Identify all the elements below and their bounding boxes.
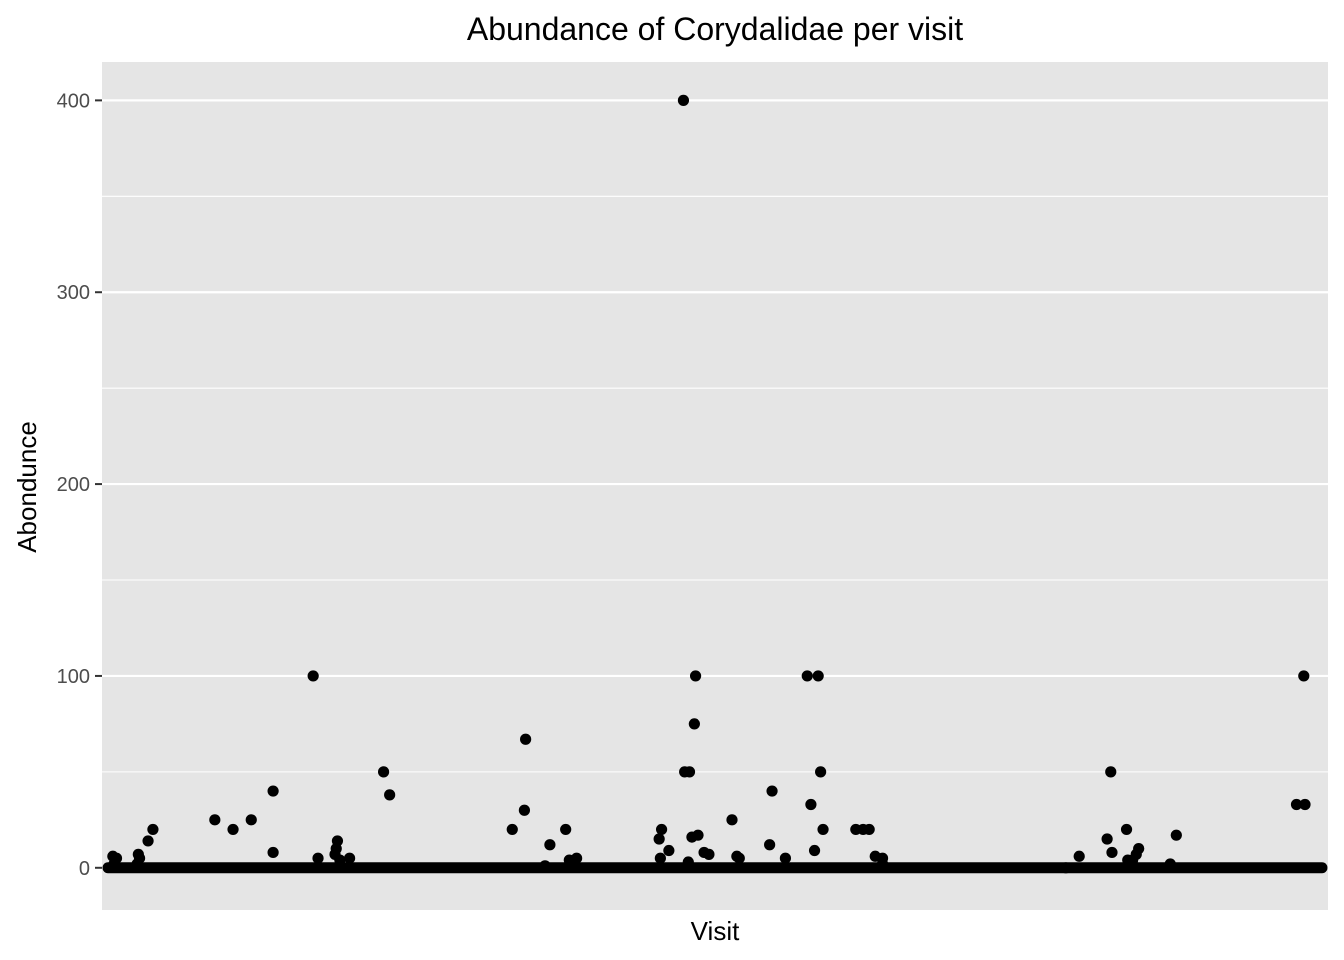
data-point [1164, 858, 1176, 870]
data-point [1073, 850, 1085, 862]
data-point [817, 823, 829, 836]
data-point [689, 670, 702, 682]
data-point [147, 823, 159, 836]
data-point [520, 733, 532, 745]
data-point [245, 814, 257, 826]
data-point [131, 858, 143, 870]
data-point [506, 823, 518, 836]
data-point [1170, 829, 1182, 841]
data-point [1298, 670, 1310, 682]
data-point [544, 839, 556, 851]
data-point [815, 766, 827, 778]
y-tick-label: 200 [57, 474, 90, 496]
data-point [779, 852, 792, 864]
data-point [764, 839, 776, 851]
plot-panel [102, 62, 1328, 910]
data-point [1101, 833, 1113, 845]
data-point [654, 852, 666, 864]
data-point [677, 94, 690, 106]
y-axis-tick-labels: 0 100 200 300 400 [57, 90, 90, 879]
data-point [1133, 843, 1145, 855]
data-point [863, 823, 875, 836]
data-point [267, 846, 279, 859]
data-point [876, 858, 889, 870]
data-point [571, 852, 583, 864]
y-tick-label: 400 [57, 90, 90, 112]
data-point [1299, 798, 1311, 811]
data-point [653, 833, 665, 845]
data-point [267, 785, 279, 797]
grid-minor-lines [102, 195, 1328, 773]
data-point [688, 718, 700, 730]
y-axis-ticks [95, 99, 102, 869]
y-tick-label: 100 [57, 666, 90, 688]
y-tick-label: 300 [57, 282, 90, 304]
data-point [805, 798, 817, 811]
data-point [733, 852, 745, 864]
data-point [801, 670, 813, 682]
chart-title: Abundance of Corydalidae per visit [467, 11, 963, 47]
data-point [142, 835, 154, 847]
data-point [663, 844, 675, 857]
data-point [209, 814, 221, 826]
data-point [808, 844, 821, 857]
data-point [683, 766, 696, 778]
data-point [560, 823, 572, 836]
data-point [682, 856, 694, 868]
data-point [1290, 798, 1303, 811]
data-point [703, 848, 715, 860]
data-points [107, 94, 1311, 874]
data-point [227, 823, 239, 836]
data-point [1120, 823, 1133, 836]
data-point [108, 858, 120, 870]
data-point [812, 670, 824, 682]
x-axis-label: Visit [691, 916, 740, 946]
data-point [655, 823, 668, 836]
data-point [334, 854, 346, 866]
y-axis-label: Abondunce [12, 421, 42, 553]
data-point [692, 829, 704, 841]
data-point [343, 852, 356, 864]
y-tick-label: 0 [79, 858, 90, 880]
data-point [518, 804, 531, 816]
data-point [1060, 862, 1072, 874]
data-point [766, 785, 778, 797]
data-point [377, 766, 390, 778]
data-point [307, 670, 319, 682]
data-point [1106, 846, 1118, 859]
data-point [539, 860, 551, 872]
data-point [1105, 766, 1117, 778]
data-point [726, 814, 738, 826]
data-point [312, 852, 324, 864]
data-point [384, 789, 396, 801]
